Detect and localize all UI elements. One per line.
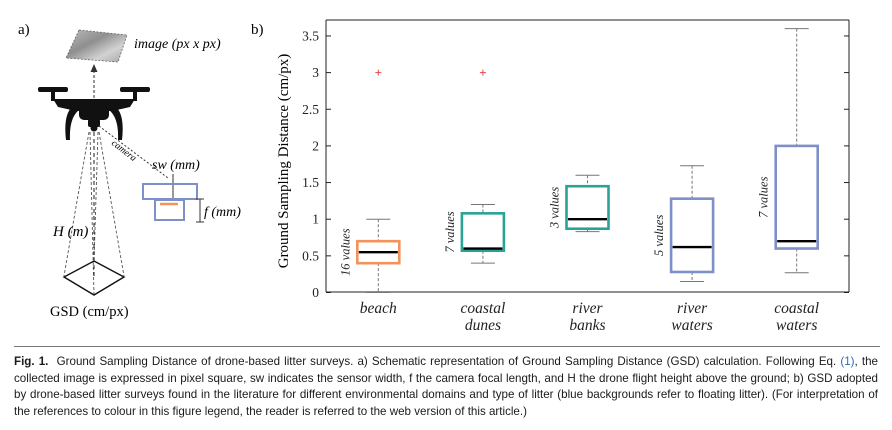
box — [460, 212, 506, 253]
x-tick-label: river — [572, 300, 603, 317]
y-tick-label: 3 — [312, 65, 319, 80]
count-label: 5 values — [652, 215, 666, 256]
y-tick-label: 1 — [312, 212, 319, 227]
y-axis-label: Ground Sampling Distance (cm/px) — [276, 54, 292, 269]
x-tick-label: dunes — [465, 317, 501, 334]
y-tick-label: 0 — [312, 285, 319, 300]
caption-text-1: Ground Sampling Distance of drone-based … — [56, 355, 837, 368]
field-of-view — [63, 131, 125, 296]
x-tick-label: coastal — [461, 300, 506, 317]
sw-label: sw (mm) — [152, 158, 200, 173]
figure-caption: Fig. 1. Ground Sampling Distance of dron… — [14, 354, 878, 420]
figure-canvas: a) image (px x px) — [18, 19, 850, 334]
gsd-label: GSD (cm/px) — [50, 304, 129, 320]
caption-text-2: , the collected image is expressed in pi… — [14, 355, 878, 418]
camera-leader-line — [98, 125, 169, 179]
caption-label: Fig. 1. — [14, 355, 49, 368]
figure: a) image (px x px) — [18, 19, 850, 334]
panel-a-label: a) — [18, 22, 30, 38]
x-tick-label: coastal — [774, 300, 819, 317]
camera-label: camera — [109, 138, 138, 164]
sensor-frame — [142, 183, 198, 200]
y-tick-label: 1.5 — [302, 175, 319, 190]
x-tick-label: beach — [360, 300, 397, 317]
box — [355, 239, 401, 265]
box — [565, 184, 610, 231]
drone-icon — [38, 87, 150, 140]
count-label: 7 values — [443, 211, 457, 252]
y-tick-label: 2 — [312, 138, 319, 153]
caption-eq-link[interactable]: (1) — [840, 355, 855, 368]
x-tick-label: waters — [671, 317, 712, 334]
panel-a: a) image (px x px) — [18, 22, 241, 320]
box-plot: 0 0.5 1 1.5 2 2.5 3 3.5 16 values beach 7 values co… — [302, 19, 850, 334]
y-tick-label: 3.5 — [302, 28, 319, 43]
lens-frame — [154, 199, 185, 221]
image-label: image (px x px) — [134, 37, 221, 52]
panel-b-label: b) — [251, 22, 264, 38]
x-tick-label: waters — [776, 317, 817, 334]
x-tick-label: banks — [569, 317, 605, 334]
image-thumbnail-icon — [65, 29, 128, 63]
box — [774, 144, 820, 250]
h-label: H (m) — [52, 224, 88, 240]
arrow-up-icon — [90, 64, 98, 72]
caption-divider — [14, 346, 880, 347]
x-tick-label: river — [677, 300, 708, 317]
f-label: f (mm) — [204, 205, 241, 220]
ground-footprint — [62, 260, 126, 296]
y-tick-label: 2.5 — [302, 102, 319, 117]
count-label: 16 values — [338, 228, 352, 276]
count-label: 7 values — [757, 176, 771, 217]
box — [669, 197, 715, 274]
y-tick-label: 0.5 — [302, 248, 319, 263]
panel-b: b) Ground Sampling Distance (cm/px) 0 0.5… — [251, 19, 850, 334]
count-label: 3 values — [548, 187, 562, 229]
